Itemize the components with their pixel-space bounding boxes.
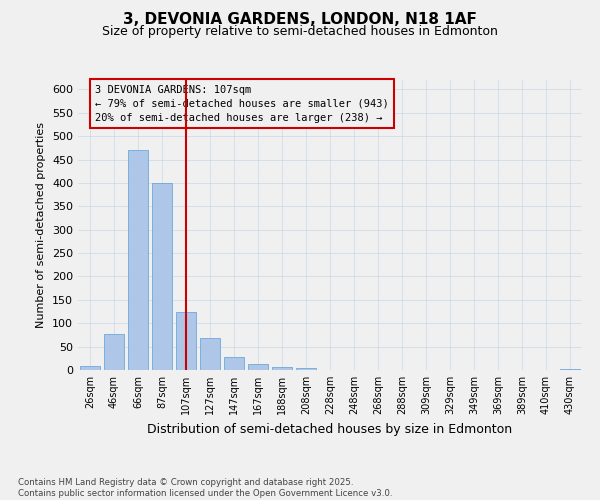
Y-axis label: Number of semi-detached properties: Number of semi-detached properties xyxy=(37,122,46,328)
Bar xyxy=(272,366,292,370)
Bar xyxy=(296,368,316,370)
Text: 3, DEVONIA GARDENS, LONDON, N18 1AF: 3, DEVONIA GARDENS, LONDON, N18 1AF xyxy=(123,12,477,28)
Text: 3 DEVONIA GARDENS: 107sqm
← 79% of semi-detached houses are smaller (943)
20% of: 3 DEVONIA GARDENS: 107sqm ← 79% of semi-… xyxy=(95,84,389,122)
Bar xyxy=(560,368,580,370)
Text: Size of property relative to semi-detached houses in Edmonton: Size of property relative to semi-detach… xyxy=(102,25,498,38)
X-axis label: Distribution of semi-detached houses by size in Edmonton: Distribution of semi-detached houses by … xyxy=(148,422,512,436)
Bar xyxy=(200,338,220,370)
Bar xyxy=(128,150,148,370)
Bar xyxy=(152,183,172,370)
Text: Contains HM Land Registry data © Crown copyright and database right 2025.
Contai: Contains HM Land Registry data © Crown c… xyxy=(18,478,392,498)
Bar xyxy=(80,366,100,370)
Bar xyxy=(248,364,268,370)
Bar xyxy=(224,358,244,370)
Bar xyxy=(104,334,124,370)
Bar xyxy=(176,312,196,370)
